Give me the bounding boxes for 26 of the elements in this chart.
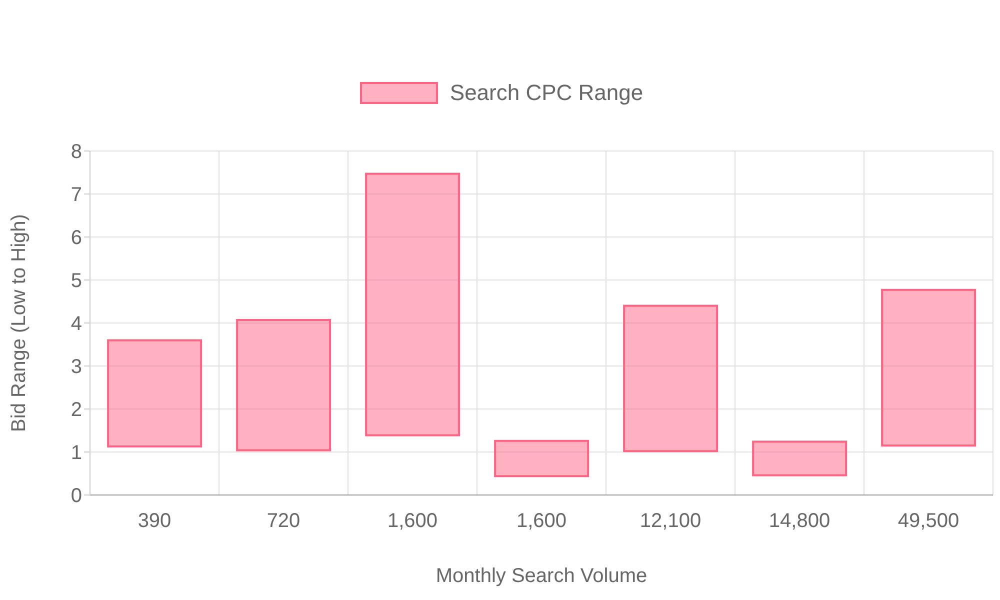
bar [365, 172, 460, 436]
x-tick-label: 1,600 [516, 510, 567, 532]
y-tick-label: 1 [70, 442, 82, 464]
x-tick-label: 390 [138, 510, 172, 532]
bar [494, 440, 590, 478]
y-tick-label: 4 [70, 313, 82, 336]
y-tick-label: 5 [70, 270, 82, 292]
bar [236, 318, 332, 452]
x-tick-label: 720 [266, 510, 300, 532]
x-tick-label: 49,500 [898, 510, 960, 532]
y-tick-label: 6 [70, 227, 82, 250]
bar [107, 339, 202, 448]
y-tick-label: 8 [70, 141, 82, 164]
x-tick-label: 1,600 [387, 510, 438, 532]
y-tick-label: 2 [70, 399, 82, 422]
x-tick-label: 12,100 [640, 510, 702, 532]
bar [881, 288, 976, 447]
legend-label: Search CPC Range [450, 80, 644, 106]
y-axis-title: Bid Range (Low to High) [8, 214, 30, 432]
x-axis-title: Monthly Search Volume [436, 565, 648, 587]
x-tick-label: 14,800 [768, 510, 830, 532]
bar [752, 440, 848, 476]
bar [623, 304, 718, 452]
y-tick-label: 0 [70, 485, 82, 508]
y-tick-label: 7 [70, 184, 82, 206]
y-tick-label: 3 [70, 356, 82, 378]
